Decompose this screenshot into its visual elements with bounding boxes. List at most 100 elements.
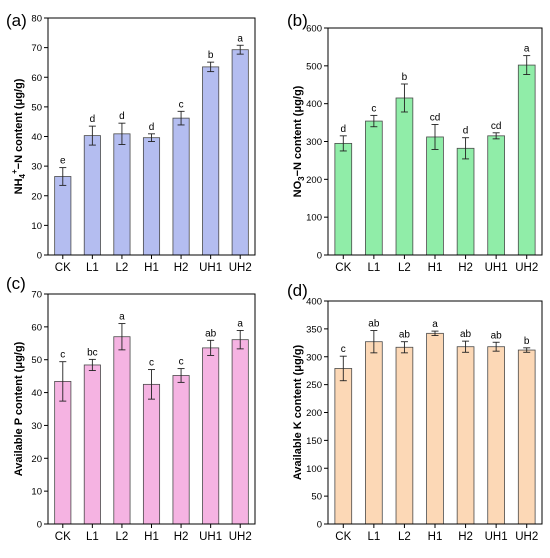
x-tick-label: L2	[398, 262, 411, 274]
y-tick-label: 200	[306, 408, 322, 419]
significance-letter: b	[524, 336, 530, 347]
y-tick-label: 10	[31, 487, 42, 498]
panel-b: (b) NO3−N content (μg/g) 0 100 200 300 400 500 6…	[287, 11, 543, 274]
y-tick-label: 70	[31, 43, 42, 54]
significance-letter: ab	[491, 330, 503, 341]
significance-letter: a	[524, 44, 530, 55]
x-tick-label: UH1	[485, 262, 508, 274]
significance-letter: ab	[368, 319, 380, 330]
bar-UH1	[487, 346, 505, 525]
y-axis-label: NH4+−N content (μg/g)	[10, 78, 27, 194]
panel-label: (a)	[6, 11, 27, 30]
y-tick-label: 50	[311, 492, 322, 503]
x-tick-label: UH2	[229, 262, 252, 274]
significance-letter: ab	[460, 329, 472, 340]
bar-CK	[334, 368, 353, 525]
y-tick-label: 0	[37, 520, 42, 531]
bar-L1	[83, 364, 101, 525]
significance-letter: d	[90, 114, 96, 125]
x-tick-label: CK	[335, 262, 351, 274]
x-tick-label: UH2	[515, 262, 538, 274]
y-tick-label: 400	[306, 99, 322, 110]
significance-letter: d	[463, 126, 469, 137]
bar-H1	[142, 137, 161, 256]
y-tick-label: 500	[306, 61, 322, 72]
x-tick-label: UH1	[199, 262, 222, 274]
x-tick-label: L2	[116, 262, 129, 274]
bar-L1	[83, 135, 101, 256]
y-tick-label: 30	[31, 421, 42, 432]
significance-letter: ab	[205, 328, 217, 339]
bar-H2	[172, 375, 190, 525]
significance-letter: ab	[399, 330, 411, 341]
x-tick-label: L1	[86, 262, 99, 274]
y-tick-label: 350	[306, 324, 322, 335]
plot-frame	[327, 300, 543, 525]
bar-CK	[54, 176, 72, 256]
bar-H2	[172, 117, 190, 256]
significance-letter: c	[179, 99, 184, 110]
bar-UH1	[202, 347, 220, 525]
significance-letter: b	[208, 50, 214, 61]
y-axis-label: Available P content (μg/g)	[13, 341, 25, 476]
y-tick-label: 40	[31, 132, 42, 143]
y-tick-label: 60	[31, 322, 42, 333]
plot-frame	[47, 17, 256, 256]
plot-frame	[327, 27, 543, 256]
x-tick-label: CK	[55, 531, 71, 543]
x-tick-label: L1	[86, 531, 99, 543]
x-tick-label: H1	[428, 262, 443, 274]
bar-H1	[426, 332, 444, 525]
bar-UH2	[517, 64, 536, 256]
y-tick-label: 0	[317, 520, 322, 531]
panel-d: (d) Available K content (μg/g) 0 50 100 150 20…	[287, 281, 543, 543]
panel-label: (c)	[6, 274, 26, 293]
y-tick-label: 600	[306, 24, 322, 35]
significance-letter: cd	[491, 121, 502, 132]
bar-CK	[334, 142, 353, 256]
bar-L1	[365, 341, 383, 525]
x-tick-label: L1	[367, 262, 380, 274]
x-tick-label: H1	[144, 531, 159, 543]
y-tick-label: 80	[31, 14, 42, 25]
bar-CK	[54, 380, 72, 525]
bar-L2	[395, 346, 414, 525]
x-tick-label: UH1	[199, 531, 222, 543]
significance-letter: b	[402, 72, 408, 83]
bar-UH2	[517, 349, 536, 525]
x-tick-label: UH1	[485, 531, 508, 543]
y-tick-label: 100	[306, 213, 322, 224]
bar-L1	[365, 120, 383, 256]
x-tick-label: H1	[428, 531, 443, 543]
x-tick-label: H1	[144, 262, 159, 274]
y-tick-label: 200	[306, 175, 322, 186]
y-tick-label: 10	[31, 221, 42, 232]
bar-UH2	[231, 339, 249, 525]
x-tick-label: L2	[116, 531, 129, 543]
panel-c: (c) Available P content (μg/g) 0 10 20 30 40 50…	[6, 274, 256, 543]
bar-L2	[113, 133, 131, 256]
significance-letter: c	[371, 103, 376, 114]
x-tick-label: L2	[398, 531, 411, 543]
bar-L2	[395, 97, 414, 256]
significance-letter: d	[119, 111, 125, 122]
y-tick-label: 300	[306, 137, 322, 148]
bar-UH1	[202, 66, 220, 256]
bar-UH1	[487, 135, 505, 256]
y-tick-label: 300	[306, 352, 322, 363]
significance-letter: d	[341, 124, 347, 135]
x-tick-label: CK	[55, 262, 71, 274]
y-tick-label: 50	[31, 102, 42, 113]
panel-a: (a) NH4+−N content (μg/g) 0 10 20 30 40 50 60 70 8…	[6, 11, 256, 274]
x-tick-label: H2	[458, 262, 473, 274]
x-tick-label: UH2	[229, 531, 252, 543]
bar-H1	[426, 136, 444, 256]
x-tick-label: H2	[174, 262, 189, 274]
significance-letter: e	[60, 156, 66, 167]
significance-letter: bc	[87, 347, 98, 358]
significance-letter: c	[60, 350, 65, 361]
significance-letter: a	[237, 33, 243, 44]
y-tick-label: 250	[306, 380, 322, 391]
significance-letter: cd	[430, 112, 441, 123]
